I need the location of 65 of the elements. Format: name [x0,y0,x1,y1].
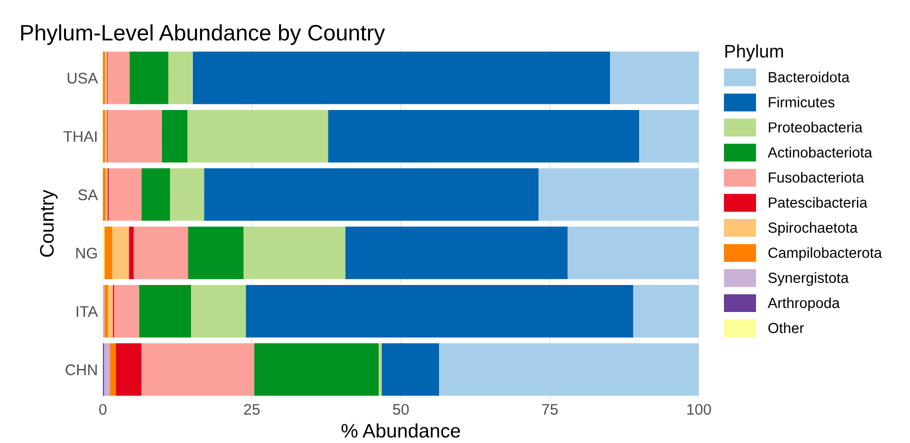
legend-label: Other [768,322,804,334]
y-tick-label: CHN [66,364,97,376]
y-tick-label: SA [78,189,98,200]
bar [191,284,246,338]
bar [254,343,379,396]
bar [187,110,328,162]
bar [110,343,116,396]
bar [246,284,634,338]
x-axis-title: % Abundance [342,423,460,438]
bar [108,52,130,104]
bar [142,168,170,221]
legend-label: Synergistota [768,272,849,286]
legend-title: Phylum [725,44,783,62]
bar [112,226,130,280]
bar [134,226,188,280]
legend-label: Proteobacteria [768,122,863,132]
bar [188,226,244,280]
bar [129,226,134,280]
bar [244,226,346,280]
bar [108,110,162,162]
x-tick-label: 0 [99,404,106,415]
bar [568,226,699,280]
bar [139,284,192,338]
x-tick-label: 75 [542,404,558,415]
legend-label: Spirochaetota [768,222,858,236]
bar [114,284,140,338]
bar [639,110,699,162]
bar [345,226,568,280]
bar [610,52,699,104]
y-tick-label: ITA [76,306,98,317]
legend-label: Fusobacteriota [768,172,864,183]
y-tick-label: NG [76,248,97,259]
legend-label: Actinobacteriota [768,146,872,158]
bar [170,168,204,221]
bar [162,110,188,162]
legend-label: Bacteroidota [768,72,850,82]
bar [382,343,439,396]
bar [142,343,254,396]
bar [204,168,539,221]
bar [116,343,142,396]
bar [104,284,108,338]
legend-label: Campilobacterota [768,247,882,261]
y-axis-title: Country [40,190,58,257]
x-tick-label: 25 [244,404,260,415]
x-tick-label: 100 [687,404,712,415]
y-tick-label: THAI [64,131,97,142]
bar [439,343,699,396]
bar [102,168,106,221]
legend-label: Firmicutes [768,96,834,108]
x-tick-label: 50 [392,404,409,415]
legend-label: Patescibacteria [768,197,868,208]
bar [168,52,193,104]
bar [108,284,113,338]
bar [538,168,699,221]
y-tick-label: USA [68,72,98,84]
bar [130,52,168,104]
bar [328,110,640,162]
bar [633,284,699,338]
bar [104,226,112,280]
legend-label: Arthropoda [768,297,840,311]
chart-title: Phylum-Level Abundance by Country [21,24,385,46]
bar [104,343,110,396]
bar [108,168,142,221]
bar [378,343,382,396]
bar [192,52,610,104]
